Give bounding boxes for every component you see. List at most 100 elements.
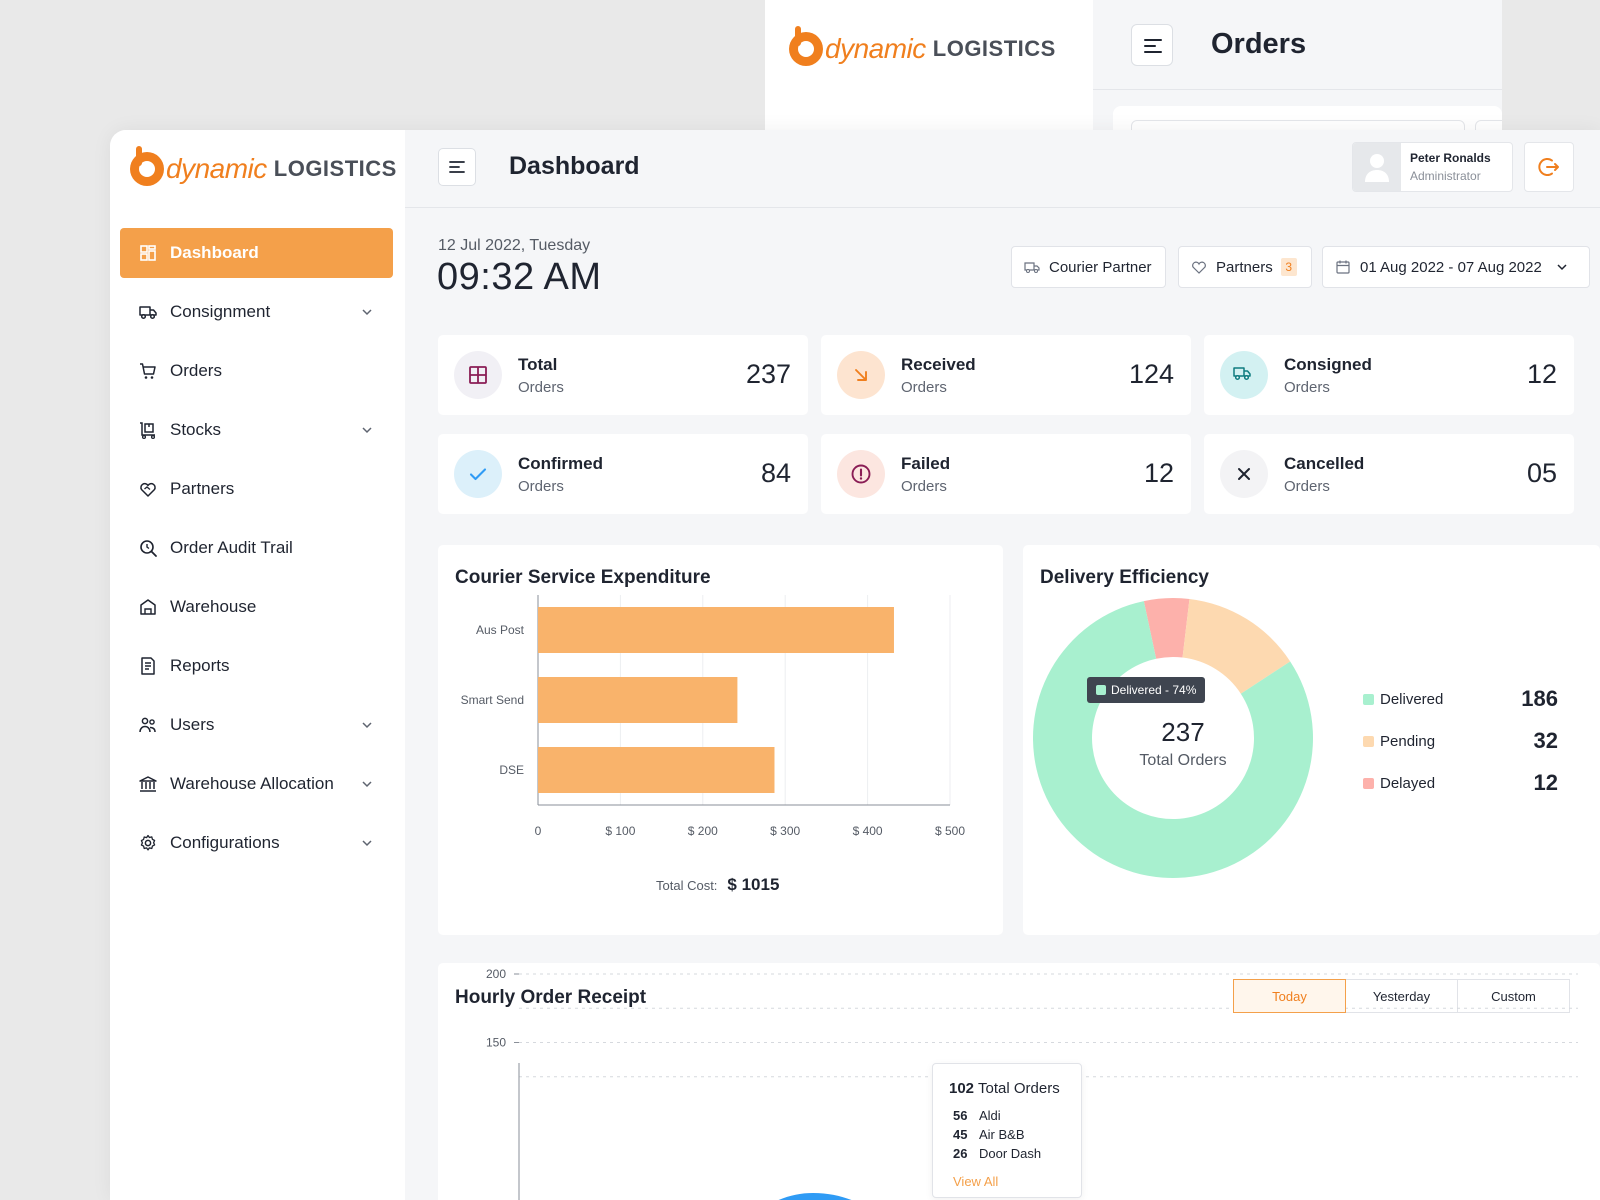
sidebar-item-label: Warehouse Allocation: [170, 774, 334, 793]
tooltip-row-count: 26: [953, 1146, 968, 1161]
view-all-link[interactable]: View All: [953, 1174, 999, 1189]
bank-icon: [138, 774, 158, 794]
hourly-area-series[interactable]: [738, 1193, 898, 1200]
sidebar-item-stocks[interactable]: Stocks: [120, 405, 393, 455]
calendar-icon: [1336, 260, 1350, 274]
tab-today[interactable]: Today: [1233, 979, 1346, 1013]
stat-subtitle: Orders: [518, 478, 564, 495]
sidebar-item-partners[interactable]: Partners: [120, 464, 393, 514]
stat-title: Total: [518, 355, 558, 374]
tooltip-row-count: 45: [953, 1127, 968, 1142]
stat-card-received[interactable]: Received Orders 124: [821, 335, 1191, 415]
menu-toggle-button[interactable]: [438, 148, 476, 186]
background-menu-button[interactable]: [1131, 24, 1173, 66]
hourly-tooltip: 102 Total Orders 56 Aldi 45 Air B&B 26 Door …: [932, 1063, 1082, 1198]
sidebar-item-warehouse[interactable]: Warehouse: [120, 582, 393, 632]
stat-card-confirmed[interactable]: Confirmed Orders 84: [438, 434, 808, 514]
stat-subtitle: Orders: [1284, 478, 1330, 495]
chevron-down-icon: [359, 422, 375, 438]
menu-icon: [1144, 39, 1162, 53]
stat-card-cancelled[interactable]: Cancelled Orders 05: [1204, 434, 1574, 514]
stat-title: Failed: [901, 454, 951, 473]
background-card: [1113, 106, 1502, 130]
courier-partner-filter[interactable]: Courier Partner: [1011, 246, 1166, 288]
sidebar-item-users[interactable]: Users: [120, 700, 393, 750]
expenditure-panel: Courier Service Expenditure 0 $ 100 $ 200 $…: [438, 545, 1003, 935]
logout-button[interactable]: [1524, 142, 1574, 192]
chevron-down-icon: [359, 717, 375, 733]
legend-value: 32: [1533, 728, 1558, 753]
stat-value: 237: [745, 359, 791, 389]
sidebar-item-configurations[interactable]: Configurations: [120, 818, 393, 868]
logo-mark-icon: [130, 146, 164, 186]
sidebar-item-label: Stocks: [170, 420, 222, 439]
check-icon: [454, 450, 502, 498]
logo-mark-icon: [789, 26, 823, 66]
partners-count-badge: 3: [1280, 258, 1297, 276]
sidebar-item-label: Reports: [170, 656, 230, 675]
topbar: Dashboard Peter Ronalds Administrator: [405, 130, 1600, 208]
courier-partner-label: Courier Partner: [1049, 258, 1152, 276]
bar-smart-send[interactable]: [538, 677, 738, 723]
legend-value: 12: [1533, 770, 1558, 795]
hourly-panel: Hourly Order Receipt Today Yesterday Custo…: [438, 963, 1600, 1200]
tooltip-row-name: Aldi: [979, 1108, 1001, 1123]
handshake-icon: [1192, 261, 1206, 274]
donut-slice-delivered[interactable]: [1033, 601, 1313, 878]
stat-card-consigned[interactable]: Consigned Orders 12: [1204, 335, 1574, 415]
tab-custom[interactable]: Custom: [1457, 979, 1570, 1013]
donut-tooltip: Delivered - 74%: [1087, 677, 1206, 703]
current-date: 12 Jul 2022, Tuesday: [438, 237, 591, 254]
truck-icon: [1220, 351, 1268, 399]
stat-title: Received: [901, 355, 976, 374]
sidebar-item-label: Partners: [170, 479, 235, 498]
logout-icon: [1538, 158, 1559, 176]
chevron-down-icon: [359, 304, 375, 320]
category-label: DSE: [499, 763, 524, 777]
user-profile[interactable]: Peter Ronalds Administrator: [1352, 142, 1513, 192]
dashboard-icon: [138, 243, 158, 263]
bar-dse[interactable]: [538, 747, 775, 793]
category-label: Aus Post: [476, 623, 525, 637]
legend-label: Delivered: [1380, 690, 1444, 708]
date-range-picker[interactable]: 01 Aug 2022 - 07 Aug 2022: [1322, 246, 1590, 288]
legend-item-pending: Pending 32: [1363, 726, 1558, 756]
sidebar-item-dashboard[interactable]: Dashboard: [120, 228, 393, 278]
donut-slice-delayed[interactable]: [1143, 597, 1190, 659]
user-name: Peter Ronalds: [1410, 151, 1491, 165]
logo-text-dynamic: dynamic: [166, 153, 267, 184]
stat-card-total[interactable]: Total Orders 237: [438, 335, 808, 415]
brand-logo[interactable]: dynamic LOGISTICS: [130, 146, 397, 186]
sidebar-item-consignment[interactable]: Consignment: [120, 287, 393, 337]
stat-title: Cancelled: [1284, 454, 1365, 473]
legend-label: Pending: [1380, 732, 1436, 750]
partners-filter[interactable]: Partners 3: [1178, 246, 1312, 288]
sidebar-item-reports[interactable]: Reports: [120, 641, 393, 691]
stat-subtitle: Orders: [901, 478, 947, 495]
sidebar-item-warehouse-allocation[interactable]: Warehouse Allocation: [120, 759, 393, 809]
sidebar-nav: Dashboard Consignment Orders Stocks Partners…: [120, 228, 393, 877]
bar-aus-post[interactable]: [538, 607, 894, 653]
total-cost-label: Total Cost:: [656, 878, 718, 893]
chevron-down-icon: [359, 835, 375, 851]
truck-icon: [1024, 262, 1040, 273]
alert-icon: [837, 450, 885, 498]
stat-value: 84: [760, 458, 791, 488]
stat-subtitle: Orders: [1284, 379, 1330, 396]
donut-slice-pending[interactable]: [1182, 598, 1291, 694]
user-role: Administrator: [1410, 169, 1481, 183]
sidebar-item-label: Warehouse: [170, 597, 257, 616]
legend-value: 186: [1521, 686, 1558, 711]
audit-search-icon: [138, 538, 158, 558]
efficiency-panel: Delivery Efficiency Delivered - 74% 237 …: [1023, 545, 1600, 935]
stat-card-failed[interactable]: Failed Orders 12: [821, 434, 1191, 514]
x-tick-label: $ 200: [688, 824, 718, 838]
tooltip-row-name: Door Dash: [979, 1146, 1042, 1161]
y-tick-label: 200: [486, 967, 506, 981]
legend-label: Delayed: [1380, 774, 1436, 792]
x-tick-label: $ 300: [770, 824, 800, 838]
sidebar-item-orders[interactable]: Orders: [120, 346, 393, 396]
legend-swatch: [1363, 693, 1374, 705]
background-page-title: Orders: [1211, 28, 1307, 60]
sidebar-item-order-audit-trail[interactable]: Order Audit Trail: [120, 523, 393, 573]
